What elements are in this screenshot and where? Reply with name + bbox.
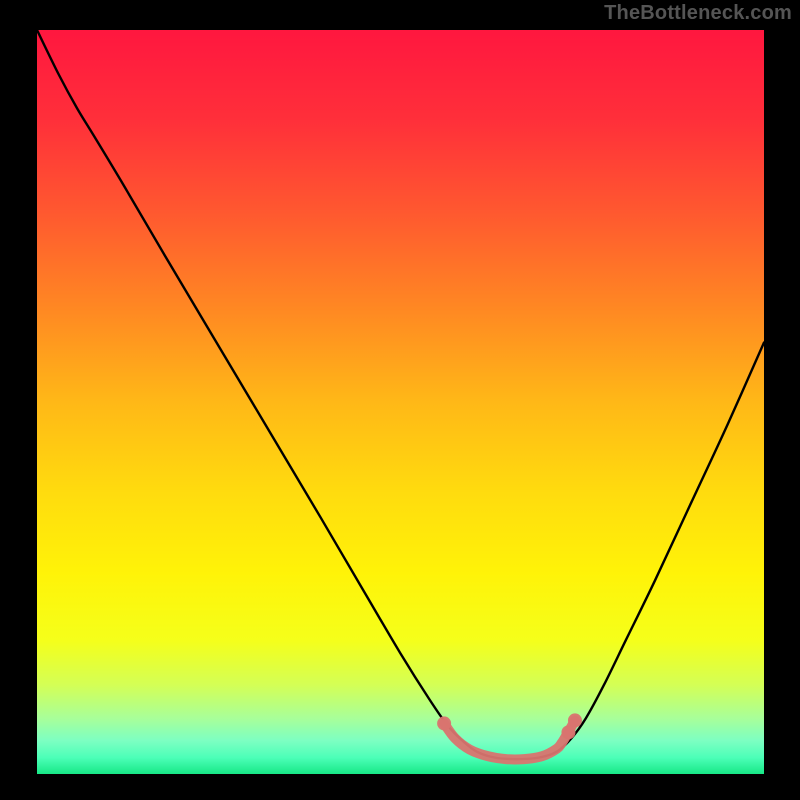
attribution-text: TheBottleneck.com [604, 2, 792, 25]
valley-highlight [437, 713, 582, 759]
bottleneck-curve [37, 30, 764, 759]
chart-stage: TheBottleneck.com [0, 0, 800, 800]
plot-area [37, 30, 764, 774]
curve-layer [37, 30, 764, 774]
